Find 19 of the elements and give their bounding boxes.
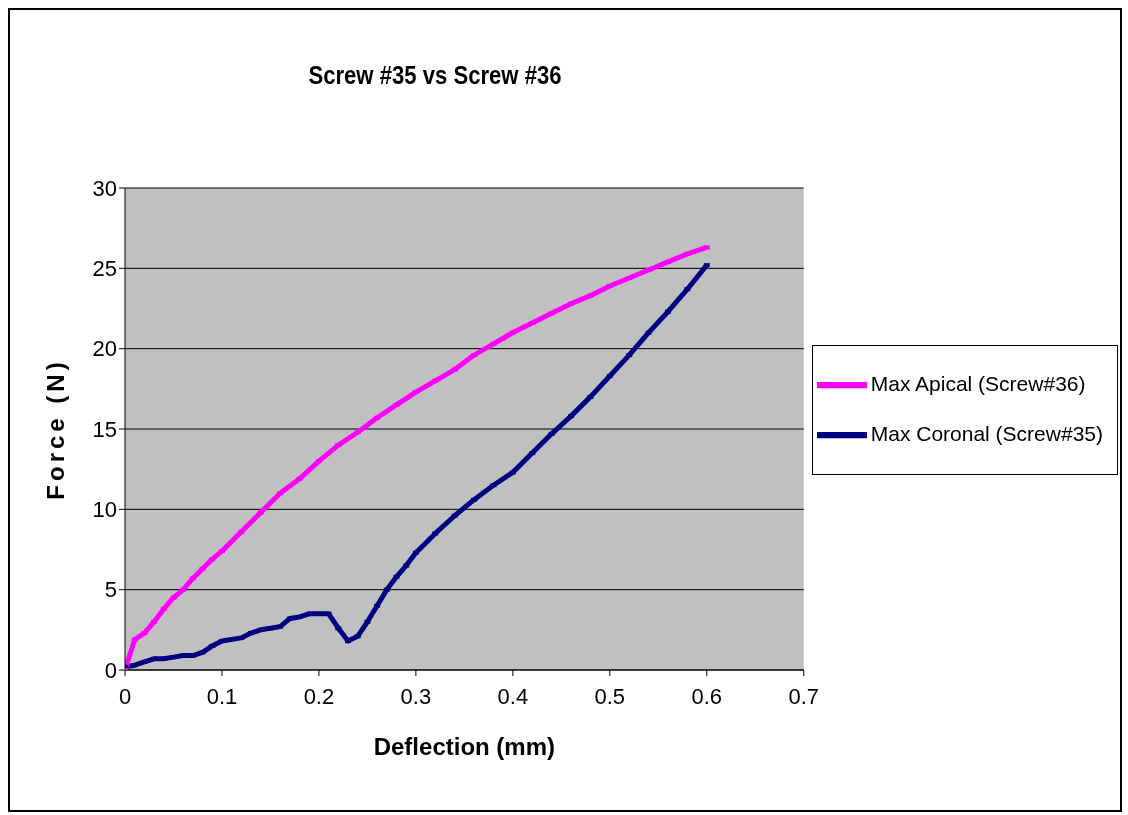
y-tick-label: 15 bbox=[92, 416, 117, 442]
y-axis-title: Force (N) bbox=[41, 358, 69, 500]
y-tick-label: 30 bbox=[92, 175, 117, 201]
chart-title: Screw #35 vs Screw #36 bbox=[307, 60, 563, 91]
y-tick-label: 5 bbox=[104, 577, 117, 603]
y-tick-label: 10 bbox=[92, 497, 117, 523]
x-tick-label: 0.4 bbox=[497, 683, 529, 709]
x-tick-label: 0.2 bbox=[303, 683, 335, 709]
x-axis-title: Deflection (mm) bbox=[373, 733, 556, 760]
legend-label: Max Coronal (Screw#35) bbox=[870, 421, 1103, 445]
x-tick-label: 0.3 bbox=[400, 683, 432, 709]
y-tick-label: 0 bbox=[104, 657, 117, 683]
x-tick-label: 0.1 bbox=[206, 683, 238, 709]
y-tick-label: 25 bbox=[92, 256, 117, 282]
y-tick-label: 20 bbox=[92, 336, 117, 362]
legend-label: Max Apical (Screw#36) bbox=[870, 371, 1086, 395]
x-tick-label: 0.5 bbox=[594, 683, 626, 709]
x-tick-label: 0.6 bbox=[691, 683, 723, 709]
x-tick-label: 0.7 bbox=[788, 683, 820, 709]
